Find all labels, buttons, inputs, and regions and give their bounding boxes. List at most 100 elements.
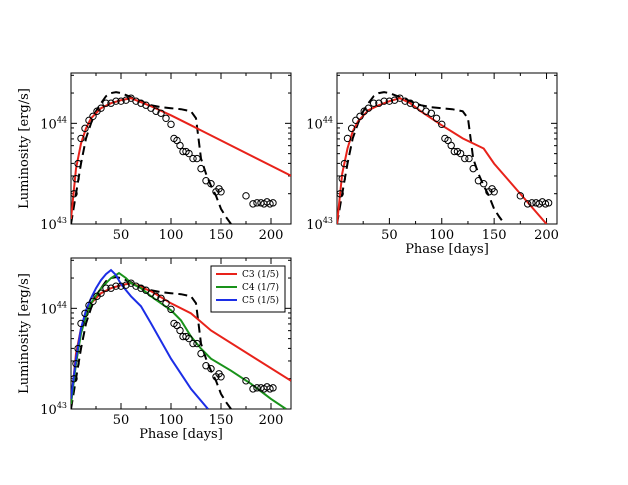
y-axis-label: Luminosity [erg/s] (17, 273, 32, 394)
y-tick-label: 1044 (306, 115, 333, 132)
observed-point (438, 120, 446, 129)
observed-point (465, 154, 473, 163)
observed-point (152, 292, 160, 300)
x-tick-label: 50 (113, 228, 130, 243)
observed-point (249, 385, 257, 393)
observed-point (461, 154, 469, 163)
observed-point (193, 154, 201, 163)
observed-point (197, 349, 205, 358)
observed-point (162, 299, 170, 307)
observed-point (197, 164, 205, 173)
y-tick-label: 1043 (306, 216, 333, 233)
panel-1: 50 100 150 200 1043 1044 Luminosity [erg/s] (17, 72, 292, 243)
observed-point (137, 99, 145, 107)
observed-point (369, 99, 378, 107)
panel-2: 50 100 150 200 1043 1044 Phase [days] (306, 72, 559, 257)
legend-label: C4 (1/7) (242, 282, 279, 293)
observed-point (242, 192, 250, 200)
observed-point (432, 114, 441, 123)
y-axis-label: Luminosity [erg/s] (17, 88, 32, 209)
observed-point (490, 188, 498, 196)
observed-point (207, 180, 215, 188)
observed-point (356, 112, 364, 120)
observed-point (112, 97, 120, 105)
y-tick-label: 1044 (40, 115, 67, 132)
observed-point (253, 384, 261, 392)
observed-point (364, 104, 373, 112)
observed-point (242, 377, 250, 385)
observed-point (81, 124, 89, 133)
observed-point (97, 289, 105, 297)
observed-point (152, 107, 160, 115)
observed-point (479, 180, 488, 188)
observed-point (337, 190, 344, 198)
observed-point (71, 190, 78, 198)
observed-point (340, 159, 349, 168)
x-axis-label: Phase [days] (405, 242, 489, 257)
x-tick-label: 150 (209, 228, 234, 243)
observed-point (217, 188, 225, 196)
observed-point (89, 112, 97, 120)
observed-point (380, 97, 388, 105)
observed-point (74, 344, 82, 353)
observed-point (447, 141, 455, 150)
observed-point (207, 365, 215, 373)
observed-point (253, 199, 261, 207)
series-line-fit-solid- (71, 97, 291, 220)
legend-label: C3 (1/5) (242, 269, 279, 280)
observed-point (85, 301, 93, 310)
panel-3: 50 100 150 200 1043 1044 Luminosity [erg/s] Pha… (17, 257, 292, 442)
observed-point (132, 97, 140, 105)
x-tick-label: 200 (259, 228, 284, 243)
observed-point (185, 334, 193, 343)
x-tick-label: 150 (209, 413, 234, 428)
observed-point (102, 99, 110, 107)
observed-point (167, 305, 175, 314)
observed-point (266, 200, 274, 208)
observed-point (189, 154, 197, 163)
observed-point (427, 109, 435, 117)
observed-point (112, 282, 120, 290)
observed-point (167, 120, 175, 129)
observed-point (71, 375, 78, 383)
observed-point (122, 281, 130, 289)
x-axis-label: Phase [days] (139, 427, 223, 442)
series-group (337, 91, 553, 224)
observed-point (193, 339, 201, 348)
observed-point (217, 373, 225, 381)
series-group (71, 268, 291, 409)
observed-point (456, 149, 465, 158)
observed-point (132, 282, 140, 290)
observed-point (117, 282, 125, 290)
observed-point (107, 284, 115, 292)
y-tick-label: 1044 (40, 300, 67, 317)
observed-point (162, 114, 170, 123)
x-tick-label: 50 (381, 228, 398, 243)
observed-point (269, 199, 277, 207)
x-tick-label: 50 (113, 413, 130, 428)
observed-point (72, 175, 80, 183)
x-tick-label: 100 (429, 228, 454, 243)
series-group (71, 91, 291, 224)
plot-frame (336, 72, 558, 225)
observed-point (137, 284, 145, 292)
observed-point (544, 199, 553, 207)
observed-point (523, 200, 532, 208)
observed-point (352, 116, 360, 125)
observed-point (269, 384, 277, 392)
observed-point (347, 124, 356, 133)
plot-frame (70, 257, 292, 410)
observed-point (516, 192, 525, 200)
observed-point (189, 339, 197, 348)
x-tick-label: 100 (159, 413, 184, 428)
observed-point (102, 284, 110, 292)
observed-point (85, 116, 93, 125)
observed-point (528, 199, 536, 207)
observed-point (176, 141, 184, 150)
series-line-fit-solid- (337, 97, 548, 224)
x-tick-label: 150 (482, 228, 507, 243)
observed-point (249, 200, 257, 208)
observed-point (266, 385, 274, 393)
x-tick-label: 200 (534, 228, 559, 243)
